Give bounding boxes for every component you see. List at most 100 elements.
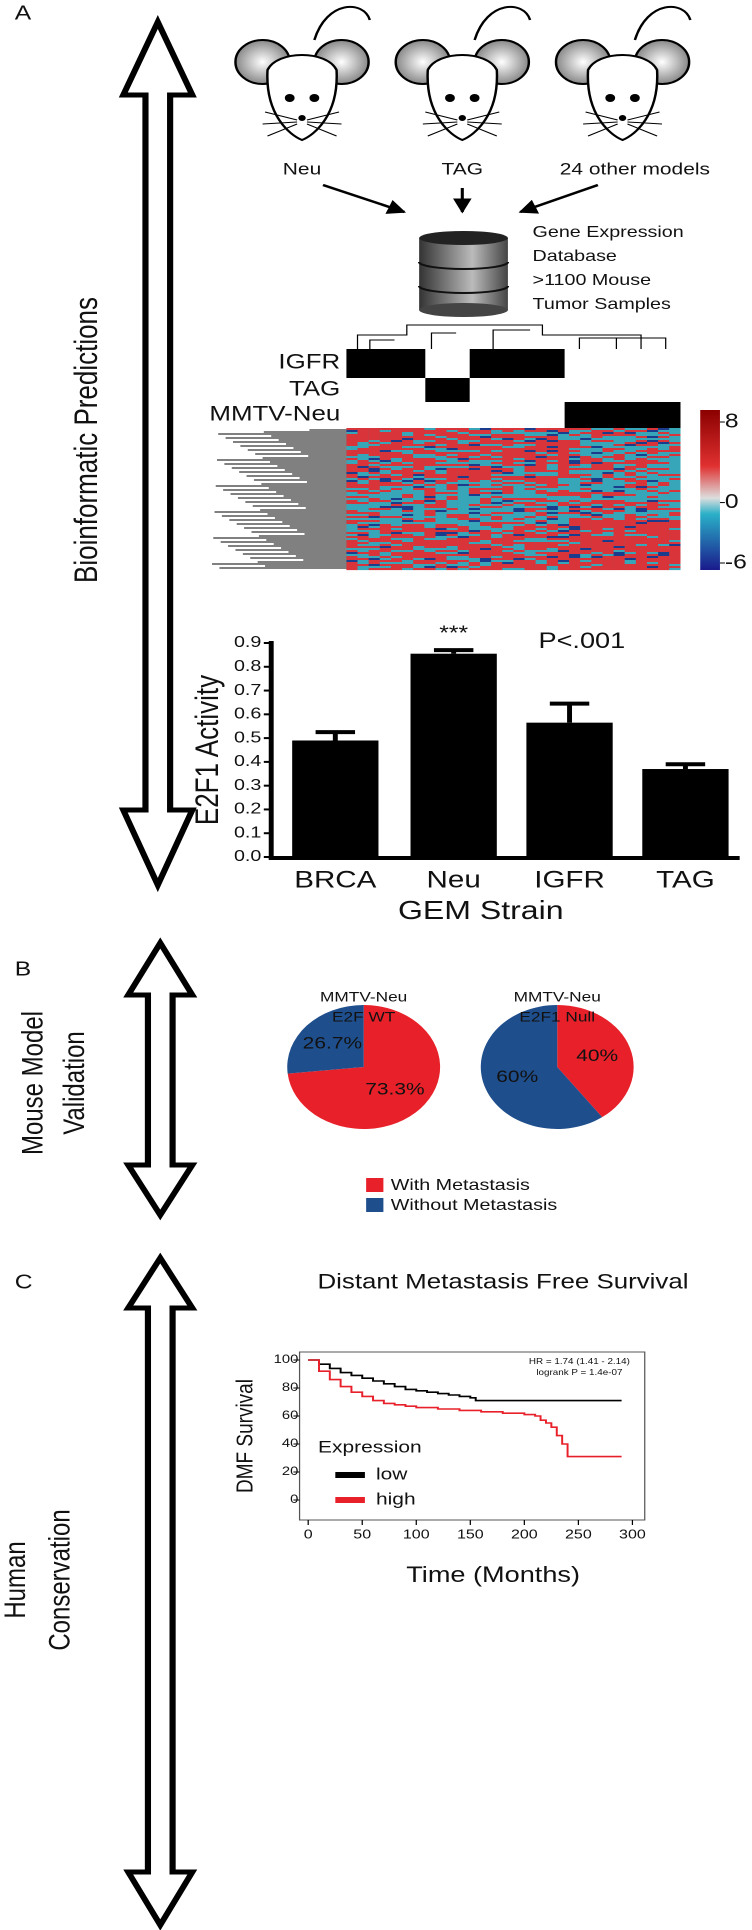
heatmap-cell — [513, 538, 525, 541]
heatmap-cell — [646, 434, 659, 437]
heatmap-cell — [413, 458, 425, 461]
heatmap-cell — [535, 564, 547, 567]
heatmap-cell — [591, 460, 603, 463]
heatmap-cell — [557, 448, 570, 451]
heatmap-cell — [580, 558, 592, 561]
heatmap-cell — [535, 464, 547, 467]
heatmap-cell — [580, 518, 592, 521]
heatmap-cell — [390, 504, 403, 507]
heatmap-cell — [524, 522, 536, 525]
heatmap-cell — [368, 552, 380, 555]
heatmap-cell — [346, 558, 358, 561]
heatmap-cell — [546, 538, 559, 541]
heatmap-cell — [535, 494, 547, 497]
heatmap-cell — [357, 456, 369, 459]
survival-curve — [308, 1359, 622, 1458]
heatmap-cell — [346, 492, 358, 495]
heatmap-cell — [580, 458, 592, 461]
heatmap-cell — [357, 444, 369, 447]
heatmap-cell — [658, 442, 670, 445]
heatmap-cell — [379, 492, 392, 495]
heatmap-cell — [613, 466, 625, 469]
heatmap-cell — [468, 456, 481, 459]
heatmap-cell — [435, 438, 447, 441]
heatmap-cell — [646, 438, 659, 441]
bar — [526, 722, 613, 857]
heatmap-cell — [602, 476, 614, 479]
heatmap-cell — [513, 470, 525, 473]
heatmap-cell — [557, 502, 570, 505]
heatmap-cell — [535, 448, 547, 451]
heatmap-cell — [591, 524, 603, 527]
heatmap-cell — [658, 460, 670, 463]
heatmap-cell — [435, 432, 447, 435]
side-label: Human — [0, 1541, 32, 1618]
heatmap-cell — [613, 468, 625, 471]
heatmap-cell — [435, 464, 447, 467]
heatmap-cell — [424, 502, 436, 505]
heatmap-cell — [613, 522, 625, 525]
heatmap-cell — [646, 522, 659, 525]
heatmap-cell — [669, 468, 681, 471]
heatmap-cell — [613, 480, 625, 483]
heatmap-cell — [635, 490, 648, 493]
heatmap-cell — [402, 502, 414, 505]
heatmap-cell — [635, 502, 648, 505]
heatmap-cell — [613, 452, 625, 455]
heatmap-cell — [379, 458, 392, 461]
heatmap-cell — [646, 458, 659, 461]
heatmap-cell — [580, 444, 592, 447]
heatmap-cell — [569, 462, 581, 465]
heatmap-cell — [535, 434, 547, 437]
heatmap-cell — [357, 438, 369, 441]
heatmap-cell — [658, 496, 670, 499]
heatmap-cell — [569, 486, 581, 489]
heatmap-cell — [591, 550, 603, 553]
heatmap-cell — [624, 538, 636, 541]
heatmap-cell — [357, 532, 369, 535]
heatmap-cell — [435, 468, 447, 471]
heatmap-cell — [613, 474, 625, 477]
heatmap-cell — [346, 540, 358, 543]
heatmap-cell — [491, 524, 503, 527]
heatmap-cell — [502, 548, 514, 551]
heatmap-cell — [502, 556, 514, 559]
heatmap-cell — [535, 462, 547, 465]
heatmap-cell — [368, 468, 380, 471]
heatmap-cell — [435, 562, 447, 565]
heatmap-cell — [613, 458, 625, 461]
heatmap-cell — [591, 508, 603, 511]
heatmap-cell — [390, 508, 403, 511]
heatmap-cell — [468, 564, 481, 567]
heatmap-cell — [446, 438, 458, 441]
heatmap-cell — [457, 550, 469, 553]
heatmap-cell — [346, 442, 358, 445]
y-tick-label: 0.6 — [234, 704, 261, 722]
heatmap-cell — [646, 454, 659, 457]
heatmap-cell — [424, 440, 436, 443]
heatmap-cell — [435, 548, 447, 551]
heatmap-cell — [468, 566, 481, 569]
heatmap-cell — [390, 558, 403, 561]
heatmap-cell — [379, 460, 392, 463]
heatmap-cell — [402, 540, 414, 543]
legend-label: low — [376, 1465, 408, 1484]
heatmap-cell — [513, 452, 525, 455]
heatmap-cell — [513, 562, 525, 565]
heatmap-cell — [424, 492, 436, 495]
heatmap-cell — [535, 440, 547, 443]
heatmap-cell — [524, 454, 536, 457]
heatmap-cell — [613, 500, 625, 503]
heatmap-cell — [479, 496, 492, 499]
heatmap-cell — [479, 500, 492, 503]
heatmap-cell — [457, 430, 469, 433]
heatmap-cell — [557, 568, 570, 571]
heatmap-cell — [479, 538, 492, 541]
heatmap-cell — [613, 564, 625, 567]
heatmap-cell — [435, 480, 447, 483]
heatmap-cell — [457, 500, 469, 503]
heatmap-cell — [357, 542, 369, 545]
pie-slice — [557, 1005, 634, 1118]
heatmap-cell — [379, 518, 392, 521]
heatmap-cell — [658, 436, 670, 439]
